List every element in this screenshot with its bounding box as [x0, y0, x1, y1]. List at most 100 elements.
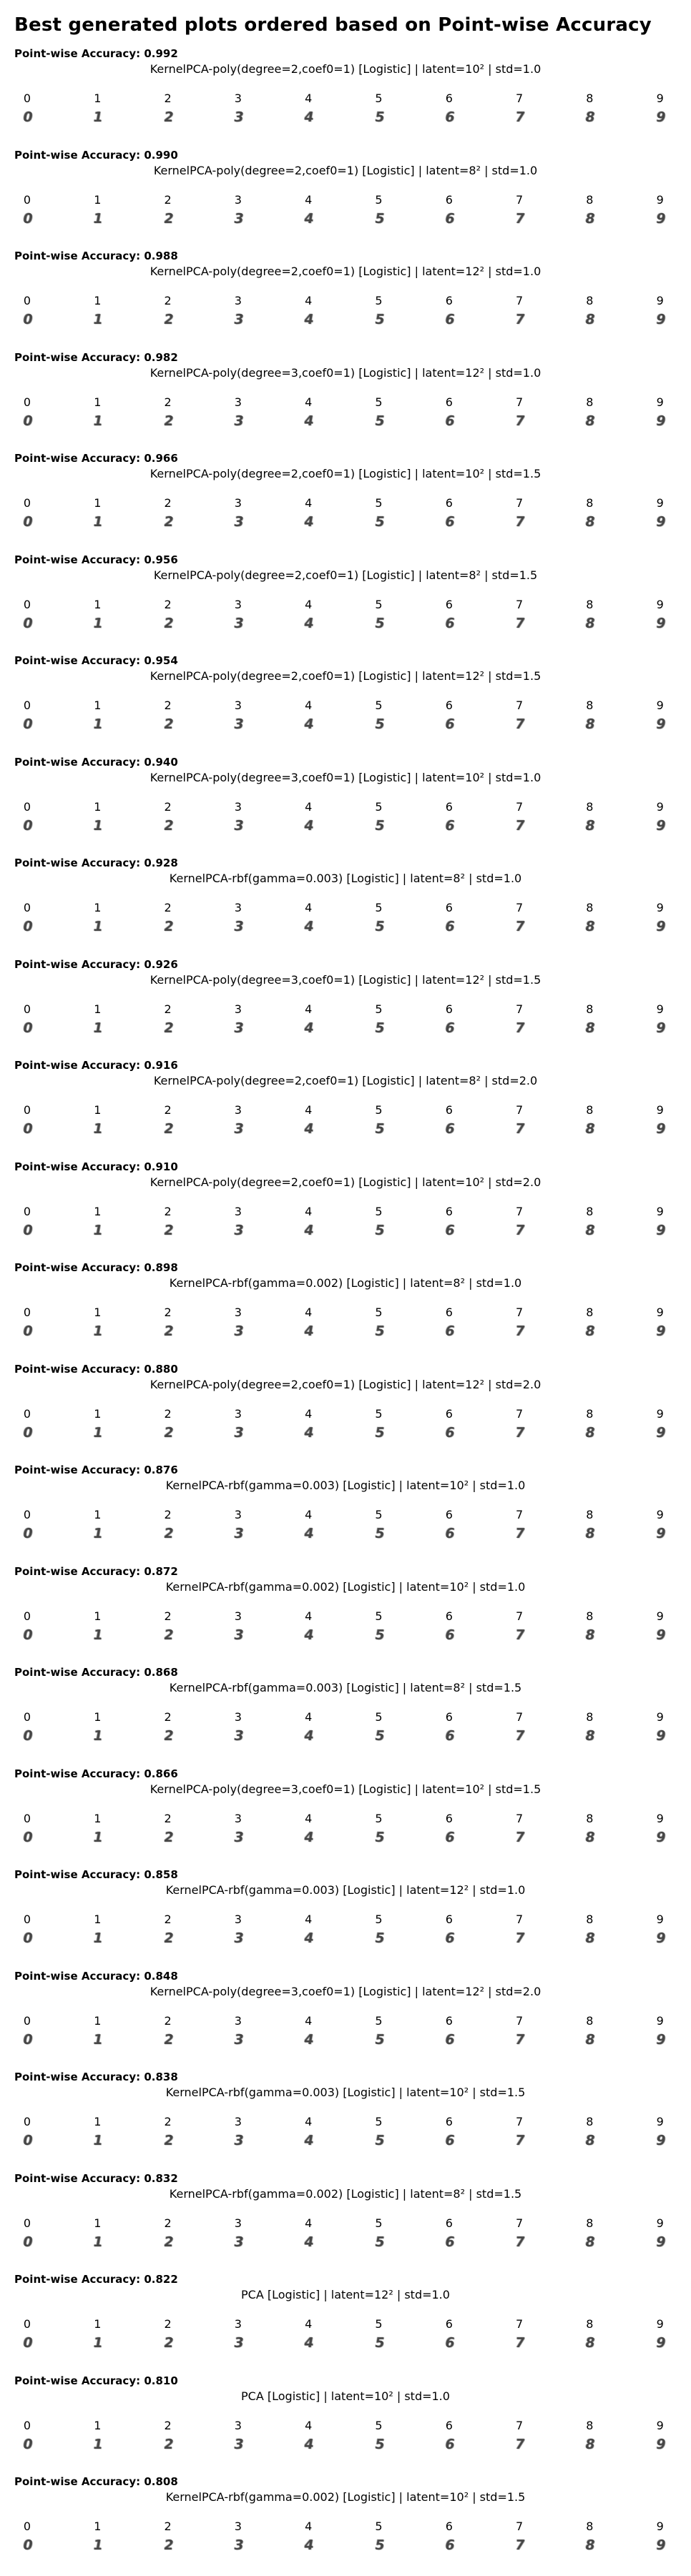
generated-digit-image: 555 — [373, 2435, 386, 2452]
digit-column-label: 2 — [164, 1306, 172, 1319]
generated-digit-image: 444 — [303, 2030, 316, 2048]
generated-digit-stroke: 7 — [514, 2132, 526, 2148]
generated-digit-image: 333 — [232, 1626, 245, 1643]
generated-digit-stroke: 1 — [92, 412, 104, 428]
generated-digit-stroke: 0 — [22, 1829, 34, 1845]
digit-column-label: 6 — [445, 1406, 453, 1421]
accuracy-metric-name: Point-wise Accuracy — [14, 47, 137, 60]
generated-digit-stroke: 0 — [21, 1120, 34, 1137]
generated-digit-stroke: 5 — [373, 1930, 385, 1946]
generated-digit-stroke: 7 — [514, 919, 526, 935]
generated-digit-stroke: 9 — [654, 2233, 666, 2249]
digit-column-label: 6 — [445, 2013, 453, 2028]
generated-digit-stroke: 6 — [443, 1019, 455, 1035]
digit-column-label: 9 — [656, 1811, 664, 1825]
generated-digit-stroke: 8 — [584, 1019, 596, 1035]
generated-digit-image: 666 — [443, 1323, 456, 1340]
generated-digit-image: 666 — [443, 1221, 456, 1238]
generated-digit-stroke: 2 — [162, 1323, 175, 1339]
digit-column-label: 1 — [94, 2216, 102, 2230]
generated-digit-stroke: 1 — [92, 210, 104, 227]
digit-column-label: 5 — [375, 1710, 383, 1724]
generated-digit-image: 999 — [654, 513, 667, 531]
generated-digit-stroke: 3 — [233, 817, 245, 834]
generated-digit-stroke: 4 — [303, 1019, 315, 1035]
generated-digit-stroke: 1 — [92, 615, 104, 631]
generated-digit-image: 888 — [584, 311, 597, 328]
digit-column-label: 5 — [375, 2013, 383, 2028]
generated-digit-image: 999 — [654, 614, 667, 631]
generated-digit-stroke: 1 — [92, 210, 104, 227]
generated-digit-image: 222 — [162, 2030, 175, 2048]
generated-digit-stroke: 5 — [374, 514, 386, 531]
generated-plot-panel: Point-wise Accuracy: 0.916 KernelPCA-poly… — [0, 1059, 691, 1160]
accuracy-value: 0.992 — [144, 47, 178, 60]
generated-digit-stroke: 1 — [92, 1424, 104, 1441]
config-label: PCA [Logistic] | latent=12² | std=1.0 — [241, 2288, 450, 2301]
generated-digit-stroke: 5 — [374, 817, 386, 834]
digit-column-label: 3 — [234, 2013, 242, 2028]
generated-digit-stroke: 1 — [92, 1829, 104, 1845]
digit-column-label: 4 — [305, 496, 313, 510]
generated-plot-panel: Point-wise Accuracy: 0.898 KernelPCA-rbf(… — [0, 1261, 691, 1362]
accuracy-metric-name: Point-wise Accuracy — [14, 350, 137, 364]
digit-column-label: 1 — [94, 597, 102, 611]
generated-digit-image: 222 — [162, 2334, 175, 2352]
digit-column-label: 7 — [516, 901, 524, 914]
generated-digit-stroke: 9 — [655, 1627, 667, 1643]
generated-digit-stroke: 2 — [162, 1120, 174, 1137]
digit-column-label: 1 — [94, 1508, 102, 1521]
generated-digit-image: 888 — [584, 2233, 597, 2250]
config-label: KernelPCA-rbf(gamma=0.003) [Logistic] | … — [165, 1883, 526, 1897]
accuracy-label: Point-wise Accuracy: 0.872 — [14, 1564, 178, 1578]
generated-digit-stroke: 0 — [21, 513, 34, 530]
generated-digit-stroke: 9 — [655, 2133, 667, 2149]
generated-digit-stroke: 4 — [303, 817, 315, 834]
generated-digit-image: 777 — [514, 1423, 527, 1441]
digit-column-label: 8 — [586, 2115, 594, 2128]
generated-digit-image: 666 — [443, 109, 456, 126]
generated-digit-stroke: 5 — [373, 413, 386, 429]
generated-digit-image: 333 — [232, 2334, 245, 2352]
config-label: KernelPCA-poly(degree=3,coef0=1) [Logist… — [150, 770, 541, 784]
generated-digit-stroke: 0 — [21, 716, 34, 732]
generated-digit-image: 999 — [654, 816, 667, 834]
generated-digit-stroke: 5 — [373, 210, 386, 227]
generated-digit-stroke: 7 — [514, 413, 526, 429]
digit-column-label: 5 — [375, 1306, 383, 1319]
generated-digit-stroke: 3 — [233, 210, 245, 227]
generated-plot-panel: Point-wise Accuracy: 0.910 KernelPCA-poly… — [0, 1160, 691, 1261]
generated-digit-stroke: 6 — [443, 1323, 455, 1339]
generated-digit-image: 222 — [162, 1120, 175, 1138]
generated-digit-stroke: 3 — [232, 2334, 244, 2351]
generated-digit-stroke: 7 — [514, 918, 526, 934]
accuracy-value: 0.868 — [144, 1666, 178, 1679]
generated-digit-stroke: 9 — [654, 1423, 666, 1440]
generated-digit-stroke: 2 — [162, 413, 175, 429]
digit-column-label: 5 — [375, 395, 383, 409]
generated-digit-image: 555 — [373, 716, 386, 733]
generated-digit-stroke: 8 — [585, 2335, 597, 2352]
config-label: KernelPCA-rbf(gamma=0.003) [Logistic] | … — [169, 872, 522, 885]
generated-digit-image: 333 — [232, 816, 245, 834]
generated-digit-image: 111 — [92, 1930, 105, 1947]
generated-digit-image: 444 — [303, 918, 316, 935]
generated-digit-stroke: 6 — [444, 312, 456, 328]
generated-digit-stroke: 7 — [514, 1828, 526, 1845]
generated-digit-stroke: 8 — [584, 413, 597, 429]
generated-digit-stroke: 3 — [233, 1222, 245, 1238]
digit-column-label: 1 — [94, 2115, 102, 2128]
generated-digit-stroke: 3 — [233, 1424, 245, 1441]
generated-digit-stroke: 4 — [303, 210, 315, 227]
digit-column-label: 2 — [164, 1710, 172, 1724]
generated-digit-stroke: 4 — [303, 1828, 315, 1845]
digit-column-label: 6 — [445, 1710, 453, 1724]
generated-digit-stroke: 3 — [232, 816, 244, 833]
generated-digit-image: 777 — [514, 1019, 527, 1036]
generated-digit-stroke: 3 — [232, 1323, 244, 1339]
generated-digit-stroke: 9 — [654, 716, 666, 732]
generated-digit-stroke: 2 — [163, 1121, 175, 1138]
generated-digit-stroke: 5 — [373, 918, 385, 934]
generated-digit-stroke: 7 — [514, 1120, 526, 1137]
generated-digit-stroke: 7 — [514, 615, 526, 631]
